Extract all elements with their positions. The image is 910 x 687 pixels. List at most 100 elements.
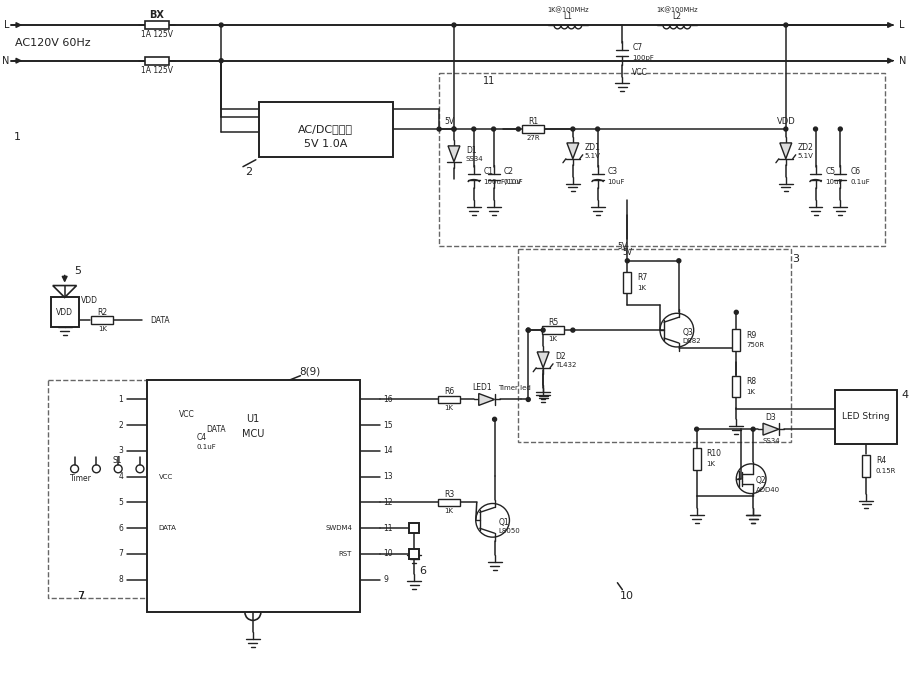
Circle shape	[784, 127, 788, 131]
Text: N: N	[2, 56, 9, 66]
Text: SS34: SS34	[763, 438, 780, 444]
Text: 1K: 1K	[746, 389, 755, 394]
Text: 4: 4	[118, 472, 123, 481]
Circle shape	[751, 427, 755, 431]
Text: C3: C3	[608, 167, 618, 176]
Bar	[410, 523, 420, 533]
Text: Timer: Timer	[69, 474, 92, 483]
Circle shape	[219, 58, 223, 63]
Polygon shape	[763, 423, 779, 435]
Text: 1K: 1K	[444, 405, 453, 412]
Text: 0.1uF: 0.1uF	[197, 444, 217, 450]
Text: R1: R1	[528, 117, 539, 126]
Text: 1K@100MHz: 1K@100MHz	[656, 7, 698, 14]
Text: 2: 2	[118, 420, 123, 430]
Text: RST: RST	[339, 551, 352, 557]
Text: Q2: Q2	[756, 476, 767, 485]
Text: 11: 11	[384, 523, 393, 532]
Text: Q3: Q3	[682, 328, 693, 337]
Bar	[438, 396, 460, 403]
Text: L: L	[4, 20, 9, 30]
Text: R5: R5	[548, 317, 558, 327]
Text: VDD: VDD	[776, 117, 795, 126]
Circle shape	[625, 259, 630, 262]
Text: DATA: DATA	[207, 425, 226, 433]
Text: 10: 10	[621, 591, 634, 600]
Bar	[48, 380, 256, 598]
Text: 5: 5	[75, 266, 82, 275]
Text: 3: 3	[793, 254, 799, 264]
Text: SS34: SS34	[466, 156, 483, 161]
Text: VDD: VDD	[80, 296, 97, 305]
Text: ZD2: ZD2	[798, 144, 814, 153]
Text: Q1: Q1	[499, 518, 510, 527]
Text: R4: R4	[876, 456, 886, 465]
Text: 10: 10	[384, 550, 393, 559]
Circle shape	[516, 127, 521, 131]
Circle shape	[219, 23, 223, 27]
Text: U1: U1	[247, 414, 259, 425]
Bar	[91, 316, 113, 324]
Text: 8(9): 8(9)	[299, 367, 321, 376]
Text: 9: 9	[384, 575, 389, 584]
Bar	[51, 297, 78, 327]
Circle shape	[571, 127, 575, 131]
Circle shape	[492, 417, 497, 421]
Bar	[522, 125, 544, 133]
Text: 5.1V: 5.1V	[585, 153, 601, 159]
Bar	[693, 448, 701, 470]
Text: 1K: 1K	[549, 336, 558, 342]
Text: R7: R7	[637, 273, 648, 282]
Circle shape	[734, 311, 738, 314]
Polygon shape	[448, 146, 460, 161]
Text: 1K: 1K	[637, 284, 646, 291]
Bar	[542, 326, 564, 334]
Text: R10: R10	[706, 449, 722, 458]
Text: 1K: 1K	[706, 461, 715, 467]
Text: 5.1V: 5.1V	[798, 153, 814, 159]
Bar	[147, 380, 359, 612]
Text: MCU: MCU	[242, 429, 264, 439]
Text: C7: C7	[632, 43, 642, 52]
Text: DATA: DATA	[158, 526, 177, 531]
Bar	[733, 329, 740, 351]
Text: 100uF/10V: 100uF/10V	[484, 179, 521, 185]
Polygon shape	[567, 143, 579, 159]
Text: 1: 1	[14, 132, 21, 142]
Bar	[258, 102, 392, 157]
Text: C2: C2	[503, 167, 513, 176]
Text: TL432: TL432	[555, 362, 576, 368]
Bar	[519, 249, 791, 442]
Bar	[145, 21, 168, 29]
Text: R3: R3	[444, 490, 454, 499]
Text: D882: D882	[682, 338, 702, 344]
Text: VCC: VCC	[178, 410, 195, 419]
Text: AC/DC转换器: AC/DC转换器	[298, 124, 353, 134]
Circle shape	[571, 328, 575, 332]
Text: 10uF: 10uF	[608, 179, 625, 185]
Text: R2: R2	[97, 308, 107, 317]
Text: VCC: VCC	[158, 474, 173, 480]
Text: AOD40: AOD40	[756, 486, 780, 493]
Text: 3: 3	[118, 447, 123, 455]
Text: 14: 14	[384, 447, 393, 455]
Text: 1A 125V: 1A 125V	[141, 66, 173, 75]
Bar	[835, 390, 896, 444]
Text: 5: 5	[118, 498, 123, 507]
Text: R6: R6	[444, 387, 454, 396]
Text: C5: C5	[825, 167, 835, 176]
Text: 1A 125V: 1A 125V	[141, 30, 173, 39]
Text: 5V 1.0A: 5V 1.0A	[304, 139, 347, 149]
Text: D3: D3	[765, 413, 776, 422]
Text: BX: BX	[149, 10, 164, 20]
Text: 5V: 5V	[622, 249, 632, 258]
Text: LED String: LED String	[843, 412, 890, 421]
Text: 5V: 5V	[617, 243, 627, 251]
Text: 27R: 27R	[526, 135, 540, 141]
Text: 11: 11	[482, 76, 495, 85]
Circle shape	[437, 127, 441, 131]
Polygon shape	[537, 352, 549, 368]
Text: 15: 15	[384, 420, 393, 430]
Text: Timer led: Timer led	[499, 385, 531, 391]
Circle shape	[471, 127, 476, 131]
